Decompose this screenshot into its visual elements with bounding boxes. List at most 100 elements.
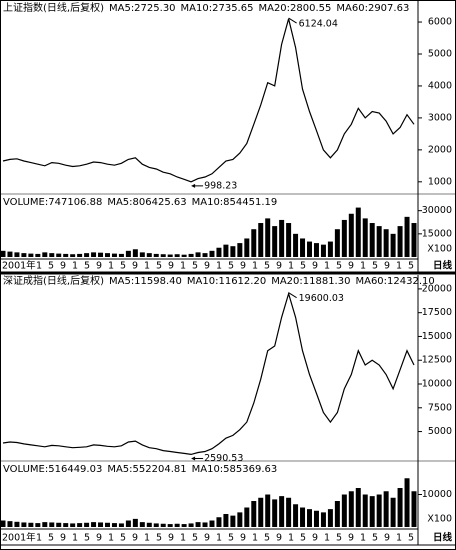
- volume-bar: [70, 523, 76, 527]
- indicator: MA20:11881.30: [271, 276, 350, 287]
- volume-bar: [244, 507, 250, 527]
- x-tick-label: 5: [408, 533, 414, 544]
- volume-bar: [84, 253, 90, 257]
- volume-bar: [70, 254, 76, 257]
- x-tick-label: 9: [276, 261, 282, 272]
- volume-bar: [230, 246, 236, 257]
- y-tick-label: 10000: [422, 489, 452, 500]
- x-tick-label: 9: [312, 533, 318, 544]
- volume-bar: [146, 253, 152, 257]
- header-title: VOLUME:516449.03: [3, 464, 102, 475]
- x-tick-label: 9: [240, 261, 246, 272]
- volume-bar: [265, 218, 271, 257]
- indicator: MA5:2725.30: [109, 3, 176, 14]
- volume-bar: [181, 524, 187, 527]
- x-tick-label: 5: [336, 533, 342, 544]
- period-label: 日线: [433, 532, 453, 544]
- volume-bar: [251, 229, 257, 257]
- volume-bar: [42, 522, 48, 527]
- volume-bar: [320, 244, 326, 257]
- annotation-arrowhead: [191, 456, 196, 461]
- x-tick-label: 1: [144, 533, 150, 544]
- y-tick-label: 20000: [422, 283, 452, 294]
- x-tick-label: 5: [120, 261, 126, 272]
- x-tick-label: 5: [192, 533, 198, 544]
- volume-bar: [300, 507, 306, 527]
- y-tick-label: 6000: [428, 17, 452, 28]
- volume-bar: [139, 522, 145, 527]
- period-label: 日线: [433, 260, 453, 272]
- y-tick-label: 1000: [428, 176, 452, 187]
- volume-bar: [223, 514, 229, 527]
- panel-header: 上证指数(日线,后复权) MA5:2725.30 MA10:2735.65 MA20:…: [3, 1, 409, 14]
- y-tick-label: 10000: [422, 379, 452, 390]
- volume-bar: [98, 522, 104, 527]
- volume-bar: [355, 207, 361, 257]
- y-tick-label: 12500: [422, 355, 452, 366]
- volume-bar: [327, 509, 333, 527]
- volume-bar: [167, 254, 173, 257]
- x-tick-label: 2001年: [2, 260, 36, 272]
- volume-bar: [362, 494, 368, 527]
- annotation-pointer: [288, 17, 297, 24]
- x-tick-label: 1: [396, 533, 402, 544]
- x-tick-label: 1: [216, 261, 222, 272]
- volume-bar: [84, 522, 90, 527]
- volume-bar: [258, 497, 264, 527]
- volume-bar: [202, 522, 208, 527]
- x-tick-label: 1: [72, 533, 78, 544]
- x-tick-label: 9: [276, 533, 282, 544]
- volume-bar: [286, 223, 292, 257]
- volume-bar: [341, 219, 347, 257]
- volume-bar: [334, 501, 340, 527]
- volume-bar: [63, 253, 69, 257]
- header-title: 深证成指(日线,后复权): [3, 274, 104, 287]
- volume-bar: [411, 223, 417, 257]
- volume-bar: [327, 241, 333, 257]
- x-tick-label: 5: [228, 533, 234, 544]
- volume-bar: [272, 499, 278, 527]
- volume-bar: [146, 522, 152, 527]
- volume-bar: [216, 247, 222, 257]
- volume-bar: [376, 494, 382, 527]
- volume-bar: [77, 523, 83, 527]
- indicator: MA60:12432.10: [355, 276, 434, 287]
- y-tick-label: 15000: [422, 228, 452, 239]
- x-tick-label: 1: [288, 533, 294, 544]
- price-line: [2, 291, 415, 456]
- volume-bar: [14, 252, 20, 257]
- volume-bar: [307, 241, 313, 257]
- volume-bar: [362, 218, 368, 257]
- x-tick-label: 5: [264, 261, 270, 272]
- volume-bar: [91, 252, 97, 257]
- volume-bar: [125, 250, 131, 257]
- x-tick-label: 9: [60, 533, 66, 544]
- y-tick-label: 5000: [428, 426, 452, 437]
- volume-bar: [355, 488, 361, 527]
- volume-bar: [369, 223, 375, 257]
- x-tick-label: 1: [324, 533, 330, 544]
- volume-bar: [104, 522, 110, 527]
- x-tick-label: 5: [228, 261, 234, 272]
- indicator: MA10:2735.65: [181, 3, 254, 14]
- volume-bar: [209, 250, 215, 257]
- panel-header: 深证成指(日线,后复权) MA5:11598.40 MA10:11612.20 MA2…: [3, 274, 435, 287]
- volume-bar: [104, 253, 110, 257]
- x-tick-label: 1: [324, 261, 330, 272]
- y-tick-label: 17500: [422, 307, 452, 318]
- volume-bar: [174, 254, 180, 257]
- price-line: [2, 18, 415, 183]
- x-tick-label: 5: [84, 261, 90, 272]
- volume-unit: X100: [427, 514, 452, 525]
- volume-bar: [293, 233, 299, 257]
- volume-bar: [307, 509, 313, 527]
- volume-bar: [160, 254, 166, 257]
- indicator: MA5:806425.63: [107, 197, 186, 208]
- x-tick-label: 1: [108, 533, 114, 544]
- volume-bar: [160, 523, 166, 527]
- volume-bar: [14, 521, 20, 527]
- indicator: MA10:854451.19: [192, 197, 278, 208]
- x-tick-label: 9: [204, 533, 210, 544]
- volume-bar: [28, 522, 34, 527]
- x-tick-label: 9: [312, 261, 318, 272]
